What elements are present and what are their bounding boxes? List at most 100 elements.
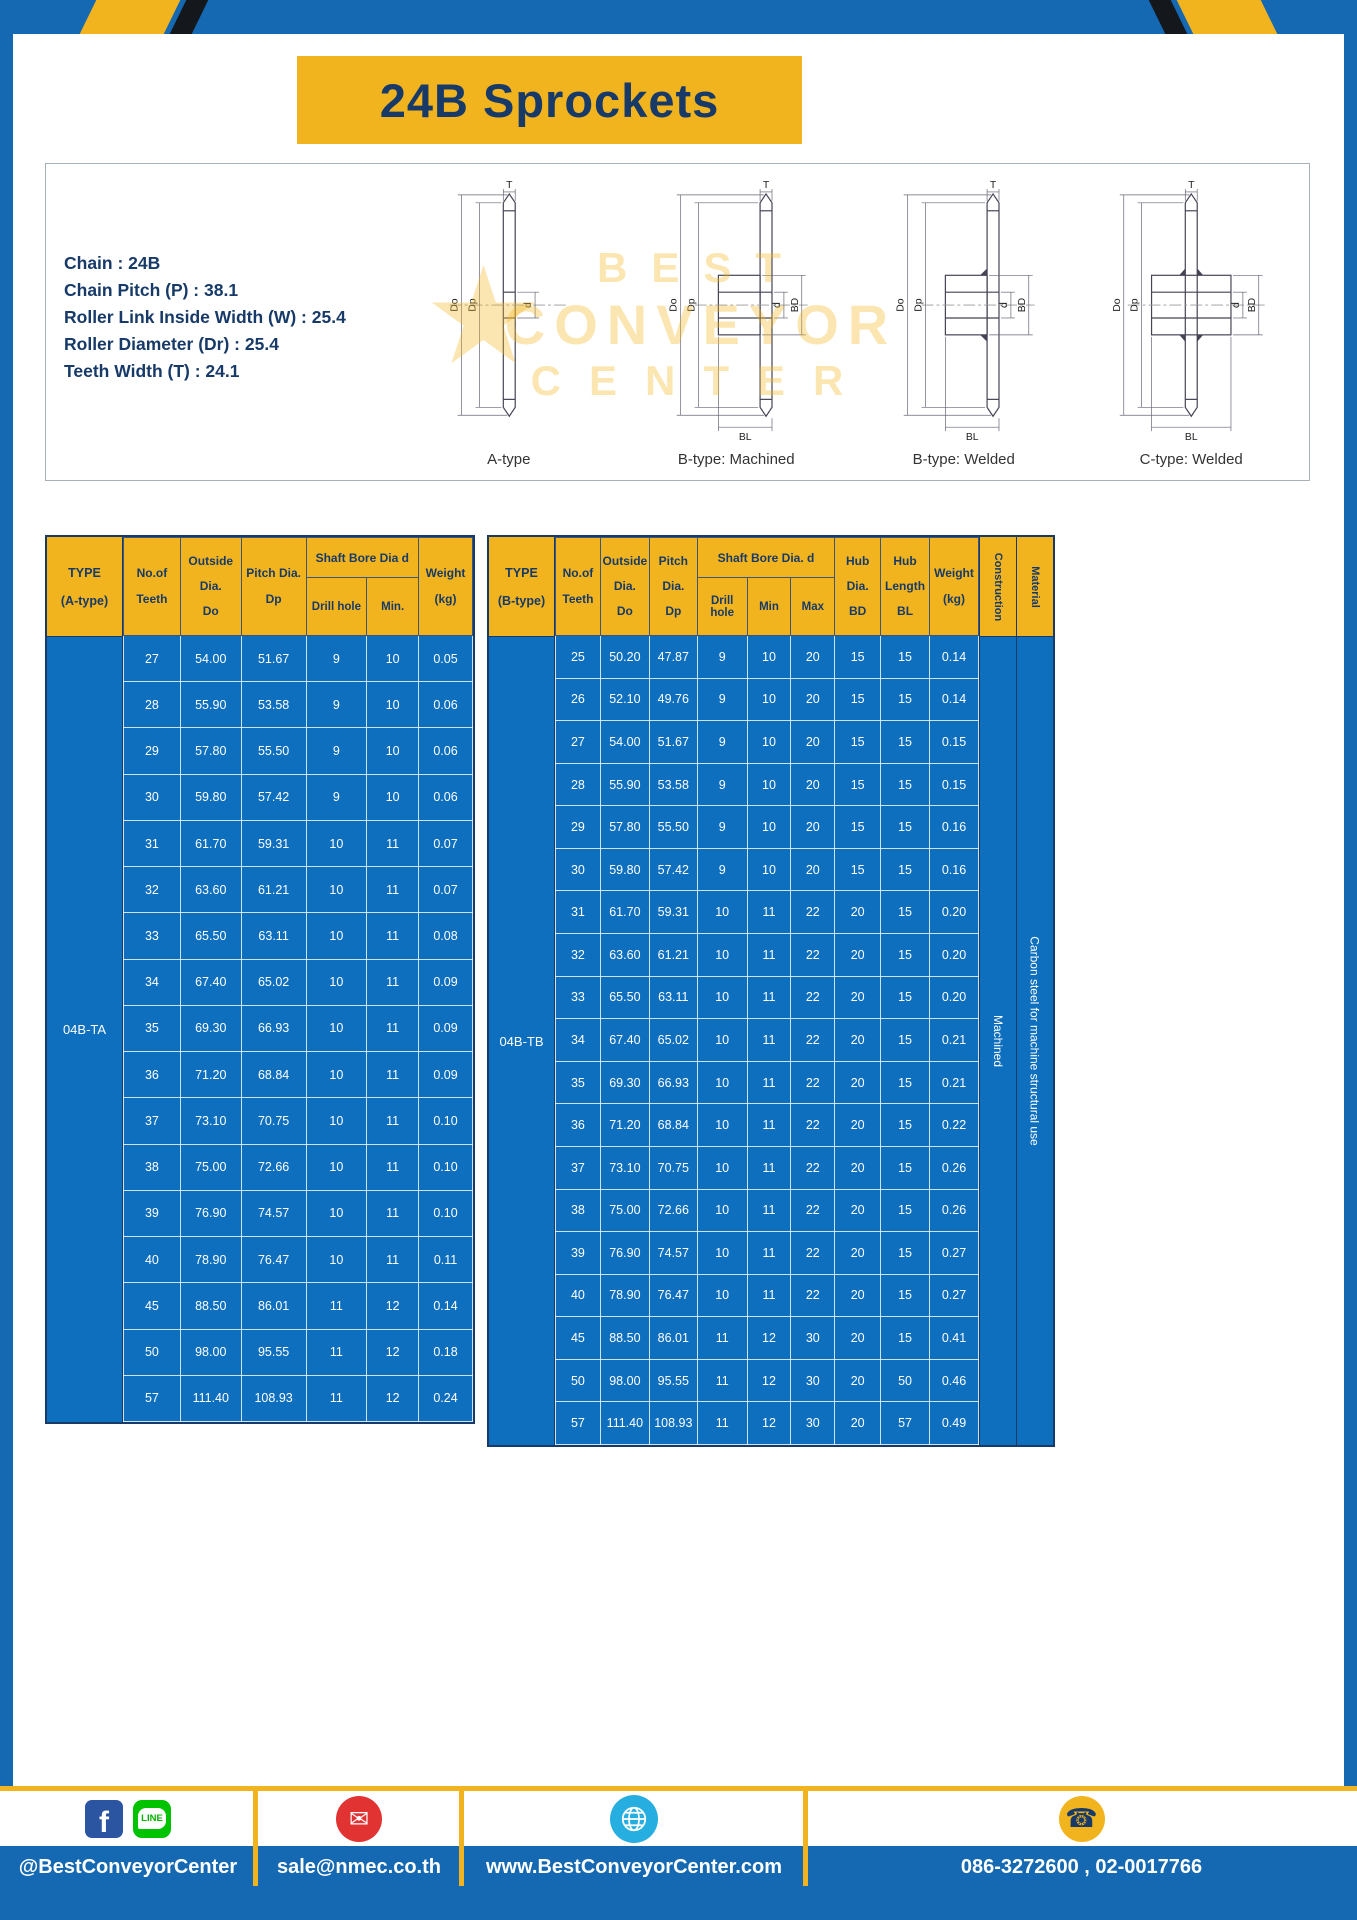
table-cell: 57 xyxy=(555,1401,601,1445)
table-cell: 53.58 xyxy=(240,681,307,729)
table-cell: 108.93 xyxy=(240,1374,307,1423)
header-line: Construction xyxy=(992,552,1005,621)
dim-label: d xyxy=(523,302,534,308)
dim-label: BL xyxy=(739,432,752,443)
table-cell: 76.90 xyxy=(179,1189,242,1238)
table-cell: 74.57 xyxy=(240,1189,307,1238)
table-cell: 10 xyxy=(696,975,748,1020)
table-row: 34 67.40 65.02 10 11 0.09 xyxy=(123,958,473,1006)
table-cell: 59.31 xyxy=(648,890,698,935)
table-cell: 15 xyxy=(880,762,930,807)
type-value-a: 04B-TA xyxy=(47,637,122,1422)
table-cell: 22 xyxy=(790,975,836,1020)
header-line: Pitch Dia. xyxy=(246,566,301,581)
table-cell: 71.20 xyxy=(179,1051,242,1099)
table-cell: 11 xyxy=(746,933,792,977)
column-header-outside-dia: Outside Dia. Do xyxy=(599,537,650,636)
table-row: 31 61.70 59.31 10 11 0.07 xyxy=(123,819,473,868)
globe-glyph xyxy=(621,1806,647,1831)
table-cell: 65.02 xyxy=(648,1018,698,1062)
header-line: Dia. xyxy=(613,578,636,593)
table-cell: 15 xyxy=(880,720,930,764)
table-cell: 11 xyxy=(746,890,792,935)
type-column-a: TYPE (A-type) 04B-TA xyxy=(47,537,123,1422)
table-cell: 55.50 xyxy=(240,727,307,775)
column-header-drill-hole: Drill hole xyxy=(305,577,368,636)
mail-glyph: ✉ xyxy=(348,1804,370,1833)
table-cell: 32 xyxy=(123,866,181,914)
table-cell: 10 xyxy=(696,933,748,977)
table-row: 25 50.20 47.87 9 10 20 15 15 0.14 xyxy=(555,635,979,679)
phone-glyph: ☎ xyxy=(1065,1803,1098,1834)
table-cell: 30 xyxy=(790,1316,836,1360)
table-cell: 53.58 xyxy=(648,762,698,807)
table-cell: 20 xyxy=(790,762,836,807)
facebook-letter: f xyxy=(99,1806,109,1838)
table-cell: 0.46 xyxy=(929,1358,979,1403)
header-line: (kg) xyxy=(943,591,965,606)
table-cell: 50 xyxy=(880,1358,930,1403)
table-cell: 0.16 xyxy=(929,847,979,892)
table-cell: 25 xyxy=(555,635,601,679)
table-cell: 37 xyxy=(123,1097,181,1145)
title-banner: 24B Sprockets xyxy=(297,56,802,144)
table-cell: 65.50 xyxy=(599,975,650,1020)
table-cell: 0.14 xyxy=(929,635,979,679)
table-row: 35 69.30 66.93 10 11 22 20 15 0.21 xyxy=(555,1060,979,1105)
drawing-panel: Chain : 24B Chain Pitch (P) : 38.1 Rolle… xyxy=(45,163,1310,481)
header-line: Do xyxy=(202,604,219,619)
table-cell: 15 xyxy=(880,805,930,849)
sprocket-drawing-b-welded: T Do Dp d BD BL xyxy=(896,181,1036,443)
header-line: BD xyxy=(848,604,867,619)
header-line: Teeth xyxy=(136,591,168,606)
table-cell: 11 xyxy=(746,1103,792,1147)
table-cell: 35 xyxy=(555,1060,601,1105)
sprocket-drawing-c-welded: T Do Dp d BD BL xyxy=(1112,181,1266,443)
header-line: (A-type) xyxy=(60,593,109,608)
column-header-hub-length: Hub Length BL xyxy=(880,537,930,636)
table-cell: 10 xyxy=(696,1231,748,1275)
top-bar xyxy=(0,0,1357,34)
footer-phone: ☎ 086-3272600 , 02-0017766 xyxy=(806,1791,1357,1920)
type-value-text: 04B-TB xyxy=(499,1033,544,1049)
table-cell: 10 xyxy=(696,1145,748,1190)
table-cell: 63.11 xyxy=(648,975,698,1020)
table-cell: 0.07 xyxy=(418,866,473,914)
table-cell: 111.40 xyxy=(179,1374,242,1423)
table-row: 33 65.50 63.11 10 11 22 20 15 0.20 xyxy=(555,975,979,1020)
column-header-teeth: No.of Teeth xyxy=(123,537,181,636)
dim-label: BD xyxy=(1017,297,1028,312)
table-cell: 22 xyxy=(790,1188,836,1233)
table-cell: 0.18 xyxy=(418,1328,473,1376)
column-header-outside-dia: Outside Dia. Do xyxy=(179,537,242,636)
table-cell: 59.80 xyxy=(179,773,242,821)
table-cell: 10 xyxy=(305,1189,368,1238)
dim-label: Dp xyxy=(687,298,698,312)
table-cell: 0.06 xyxy=(418,727,473,775)
header-line: Outside xyxy=(188,553,234,568)
table-cell: 73.10 xyxy=(179,1097,242,1145)
table-cell: 0.14 xyxy=(929,677,979,722)
table-cell: 11 xyxy=(746,1188,792,1233)
table-cell: 11 xyxy=(366,1189,420,1238)
mail-icon: ✉ xyxy=(336,1795,382,1842)
table-cell: 15 xyxy=(880,1273,930,1318)
footer-email-text: sale@nmec.co.th xyxy=(276,1856,441,1878)
table-cell: 68.84 xyxy=(648,1103,698,1147)
table-cell: 12 xyxy=(366,1282,420,1330)
table-cell: 0.09 xyxy=(418,958,473,1006)
table-cell: 52.10 xyxy=(599,677,650,722)
table-cell: 0.14 xyxy=(418,1282,473,1330)
line-label: LINE xyxy=(138,1808,166,1829)
header-line: TYPE xyxy=(505,565,538,580)
table-cell: 9 xyxy=(305,634,368,683)
table-cell: 34 xyxy=(555,1018,601,1062)
material-column: Material Carbon steel for machine struct… xyxy=(1016,537,1053,1445)
dim-label: BL xyxy=(966,432,979,443)
table-cell: 0.07 xyxy=(418,819,473,868)
table-cell: 15 xyxy=(880,1188,930,1233)
table-cell: 10 xyxy=(696,1273,748,1318)
data-table-a: No.of Teeth Outside Dia. Do Pitch Dia. D… xyxy=(123,537,473,1423)
header-line: Dia. xyxy=(846,578,869,593)
